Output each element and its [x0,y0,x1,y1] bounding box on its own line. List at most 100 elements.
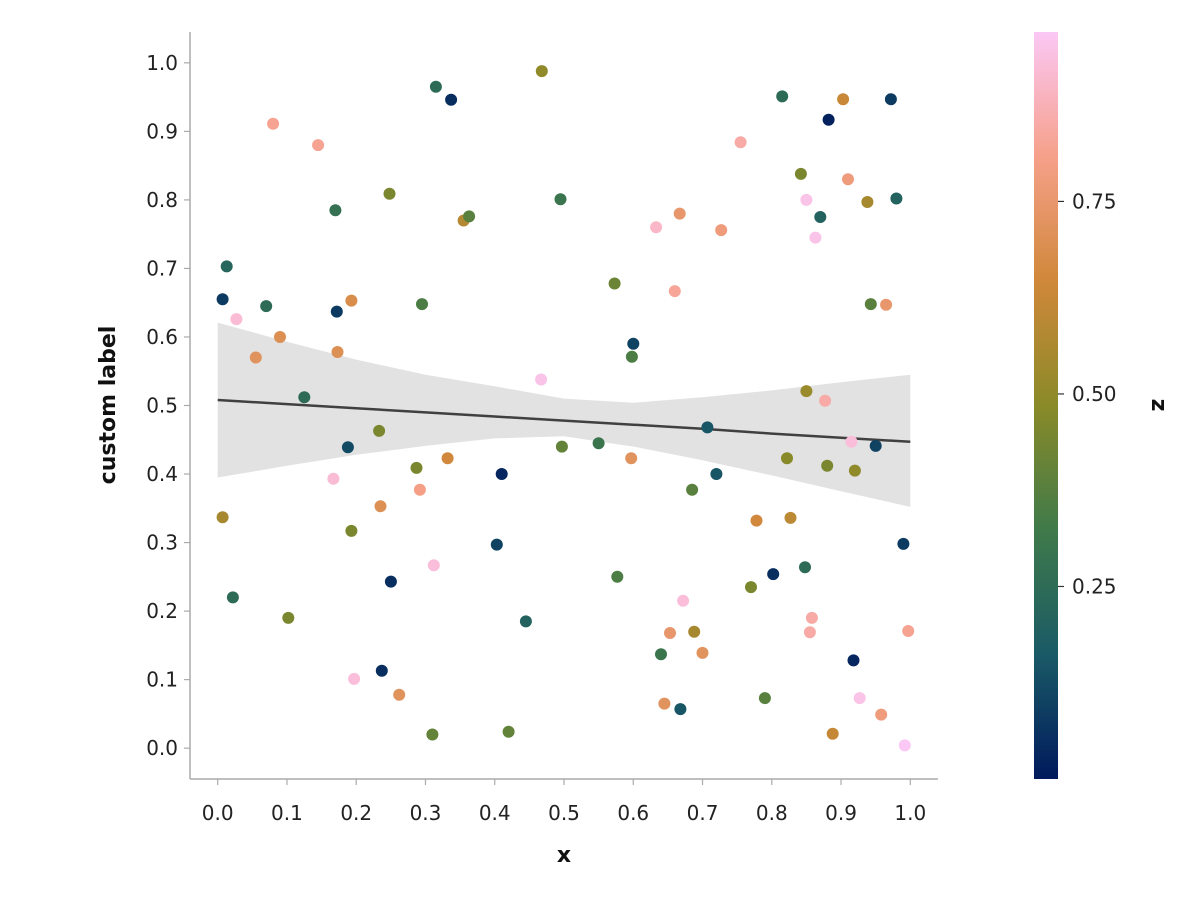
data-point [861,196,874,208]
data-point [715,224,728,237]
data-point [375,664,388,677]
data-point [463,210,476,223]
data-point [274,331,286,343]
x-tick-label: 0.4 [479,801,511,825]
data-point [734,136,747,149]
data-point [429,80,442,93]
data-point [413,483,426,496]
x-tick-label: 0.5 [548,801,580,825]
data-point [267,117,280,130]
data-point [845,435,858,448]
colorbar: 0.25 0.50 0.75 [1034,32,1117,779]
data-point [864,298,877,311]
data-point [519,615,532,628]
data-point [677,594,690,607]
points-layer [216,65,915,752]
x-tick-label: 0.3 [410,801,442,825]
data-point [426,728,439,741]
data-point [383,187,396,200]
data-point [282,611,295,624]
data-point [745,581,757,594]
data-point [535,65,548,78]
data-point [750,514,763,527]
data-point [298,391,311,404]
data-point [650,221,663,234]
colorbar-gradient [1034,32,1058,779]
x-tick-label: 0.0 [202,801,234,825]
x-tick-label: 0.7 [687,801,719,825]
data-point [330,305,343,318]
data-point [658,697,671,710]
data-point [800,193,813,206]
y-tick-label: 0.0 [146,736,178,760]
data-point [345,524,358,537]
y-tick-label: 0.3 [146,531,178,555]
data-point [230,313,243,326]
data-point [686,483,699,496]
data-point [216,511,229,524]
y-axis-label: custom label [96,326,121,485]
data-point [781,452,793,465]
data-point [625,350,638,363]
y-tick-label: 0.4 [146,462,178,486]
x-ticks: 0.0 0.1 0.2 0.3 0.4 0.5 0.6 0.7 0.8 0.9 1.0 [202,779,926,825]
y-tick-label: 0.1 [146,668,178,692]
confidence-band-layer [217,322,911,507]
data-point [826,727,839,740]
data-point [416,298,428,311]
regression-line [217,398,911,444]
data-point [809,231,822,244]
colorbar-tick-label: 0.75 [1072,189,1117,213]
data-point [627,337,640,350]
data-point [329,204,342,217]
data-point [853,692,866,705]
data-point [848,464,861,477]
data-point [902,625,915,637]
data-point [821,459,834,472]
data-point [441,452,454,465]
data-point [842,173,854,186]
confidence-band [217,322,911,507]
data-point [805,611,818,624]
colorbar-label: z [1146,399,1171,412]
data-point [384,575,397,588]
data-point [701,421,714,434]
data-point [608,277,621,290]
data-point [800,385,813,398]
data-point [767,568,780,581]
data-point [655,648,667,661]
colorbar-tick-label: 0.50 [1072,382,1117,406]
data-point [502,725,515,738]
data-point [374,500,387,513]
data-point [880,298,893,311]
x-axis-label: x [557,843,571,868]
x-tick-label: 0.1 [271,801,303,825]
data-point [249,351,262,364]
x-tick-label: 1.0 [894,801,926,825]
data-point [555,440,568,453]
data-point [345,294,358,307]
data-point [327,472,340,485]
data-point [341,441,354,454]
data-point [814,211,827,223]
data-point [884,93,897,106]
data-point [592,437,605,450]
data-point [410,461,423,474]
data-point [554,193,567,206]
data-point [890,192,903,205]
data-point [897,537,910,550]
data-point [260,300,273,313]
data-point [776,90,789,103]
data-point [758,692,771,705]
y-tick-label: 0.5 [146,394,178,418]
data-point [784,511,797,524]
data-point [611,570,624,583]
data-point [495,468,508,480]
data-point [625,452,638,465]
data-point [535,373,548,386]
data-point [674,703,687,716]
data-point [226,591,239,604]
data-point [898,739,911,752]
data-point [869,439,882,452]
y-ticks: 0.0 0.1 0.2 0.3 0.4 0.5 0.6 0.7 0.8 0.9 1.0 [146,51,190,760]
